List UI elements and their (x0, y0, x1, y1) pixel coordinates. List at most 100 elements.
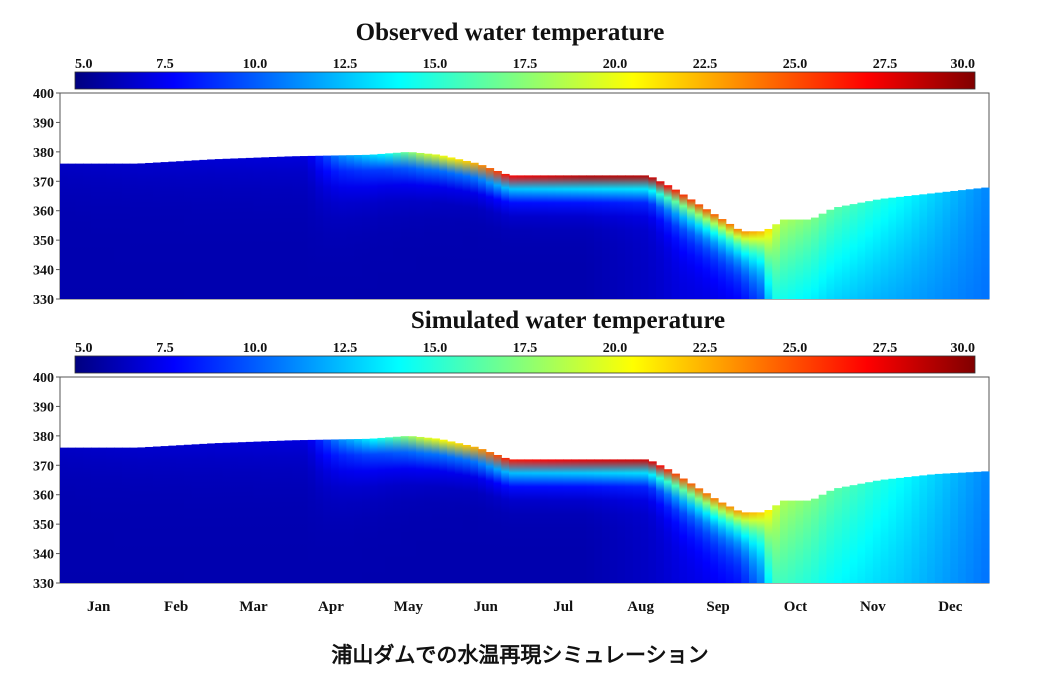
heatmap-column (749, 512, 758, 583)
heatmap-column (261, 441, 270, 583)
heatmap-column (253, 441, 262, 583)
heatmap-column (857, 202, 866, 299)
heatmap-column (478, 165, 487, 299)
heatmap-column (671, 473, 680, 583)
heatmap-column (880, 198, 889, 299)
heatmap-column (578, 459, 588, 583)
heatmap-column (625, 175, 634, 299)
heatmap-column (687, 199, 696, 299)
heatmap-column (834, 488, 843, 583)
observed-panel: Observed water temperature 5.0 7.5 10.0 12.… (33, 19, 990, 308)
heatmap-column (361, 438, 371, 583)
heatmap-column (377, 153, 386, 299)
heatmap-column (718, 502, 727, 583)
heatmap-column (632, 459, 642, 583)
colorbar-tick-label: 20.0 (603, 341, 628, 356)
heatmap-column (563, 175, 572, 299)
heatmap-column (911, 195, 920, 299)
y-tick-label: 360 (33, 205, 54, 220)
heatmap-column (416, 152, 425, 299)
heatmap-column (416, 436, 425, 583)
y-tick-label: 340 (33, 264, 54, 279)
heatmap-column (462, 444, 471, 583)
y-tick-label: 340 (33, 548, 54, 563)
heatmap-column (640, 459, 649, 583)
simulated-colorbar (74, 355, 976, 374)
y-tick-label: 370 (33, 459, 54, 474)
heatmap-column (795, 219, 804, 299)
heatmap-column (779, 500, 789, 583)
heatmap-column (392, 436, 402, 583)
heatmap-column (385, 153, 394, 299)
heatmap-column (648, 177, 657, 299)
heatmap-column (183, 160, 193, 299)
heatmap-column (934, 192, 944, 299)
heatmap-column (547, 175, 557, 299)
month-label: Mar (239, 599, 268, 615)
heatmap-column (106, 163, 115, 299)
y-tick-label: 330 (33, 577, 54, 592)
heatmap-column (841, 205, 851, 299)
colorbar-tick-label: 30.0 (951, 341, 976, 356)
month-label: Jan (87, 599, 111, 615)
heatmap-column (323, 439, 332, 583)
heatmap-column (826, 490, 835, 583)
heatmap-column (958, 190, 967, 299)
heatmap-column (679, 194, 688, 299)
heatmap-column (385, 437, 394, 583)
heatmap-column (207, 443, 216, 583)
colorbar-tick-label: 22.5 (693, 341, 718, 356)
heatmap-column (609, 175, 618, 299)
heatmap-column (570, 459, 580, 583)
heatmap-column (168, 161, 177, 299)
y-tick-label: 400 (33, 371, 54, 386)
heatmap-column (756, 512, 766, 583)
heatmap-column (253, 157, 262, 299)
heatmap-column (872, 199, 882, 299)
heatmap-column (888, 197, 897, 299)
heatmap-column (222, 442, 231, 583)
heatmap-column (532, 459, 541, 583)
heatmap-column (865, 482, 874, 583)
heatmap-column (919, 194, 928, 299)
heatmap-column (810, 498, 820, 583)
heatmap-column (299, 440, 309, 583)
heatmap-column (330, 155, 340, 299)
heatmap-column (454, 159, 464, 299)
month-label: Apr (318, 599, 344, 615)
heatmap-column (973, 471, 982, 583)
heatmap-column (485, 168, 495, 299)
heatmap-column (377, 437, 386, 583)
heatmap-column (493, 170, 502, 299)
month-label: Aug (627, 599, 654, 615)
heatmap-column (903, 196, 913, 299)
heatmap-column (75, 447, 84, 583)
colorbar-tick-label: 20.0 (603, 57, 628, 72)
heatmap-column (114, 163, 123, 299)
heatmap-column (586, 459, 595, 583)
heatmap-column (354, 439, 363, 583)
month-label: Jun (474, 599, 499, 615)
heatmap-column (888, 478, 897, 583)
observed-title: Observed water temperature (356, 19, 665, 46)
heatmap-column (865, 201, 874, 299)
colorbar-tick-label: 12.5 (333, 57, 358, 72)
heatmap-column (338, 439, 348, 583)
heatmap-column (896, 477, 905, 583)
observed-colorbar-ticks: 5.0 7.5 10.0 12.5 15.0 17.5 20.0 22.5 25.0 27.5 30… (75, 57, 975, 72)
heatmap-column (617, 175, 626, 299)
heatmap-column (911, 476, 920, 583)
heatmap-column (594, 175, 603, 299)
heatmap-column (563, 459, 572, 583)
heatmap-column (779, 219, 789, 299)
heatmap-column (261, 157, 270, 299)
heatmap-column (83, 447, 92, 583)
heatmap-column (470, 446, 479, 583)
heatmap-column (423, 437, 433, 583)
heatmap-column (230, 158, 239, 299)
heatmap-column (392, 152, 402, 299)
heatmap-column (284, 156, 293, 299)
heatmap-column (942, 191, 951, 299)
heatmap-column (106, 447, 115, 583)
heatmap-column (83, 163, 92, 299)
